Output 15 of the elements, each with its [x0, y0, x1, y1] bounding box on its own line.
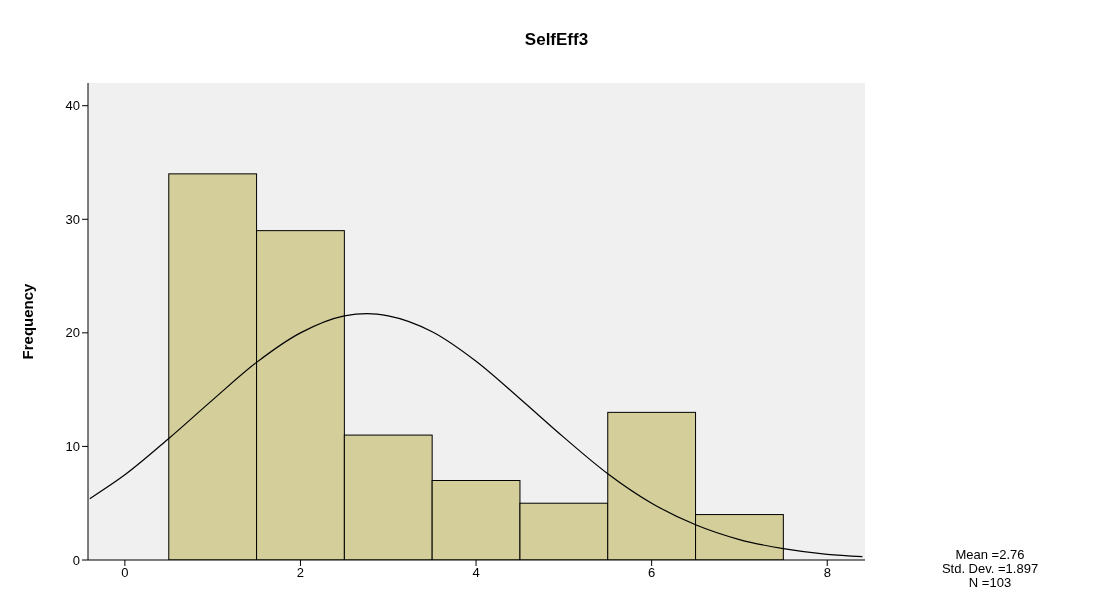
y-axis-title: Frequency [19, 282, 37, 360]
x-tick-label: 0 [121, 565, 129, 581]
x-tick-label: 6 [648, 565, 656, 581]
text: Mean =2.76 [954, 547, 1026, 562]
y-tick-label: 40 [65, 98, 80, 114]
y-tick-label: 30 [65, 211, 80, 227]
chart-title: SelfEff3 [523, 30, 590, 50]
x-tick-label: 2 [296, 565, 305, 581]
text: Std. Dev. =1.897 [940, 561, 1040, 576]
text: N =103 [967, 575, 1013, 590]
y-tick-label: 10 [65, 439, 80, 455]
x-tick-label: 8 [823, 565, 831, 581]
y-tick-label: 0 [72, 552, 80, 568]
y-tick-label: 20 [65, 325, 80, 341]
x-tick-label: 4 [472, 565, 480, 581]
